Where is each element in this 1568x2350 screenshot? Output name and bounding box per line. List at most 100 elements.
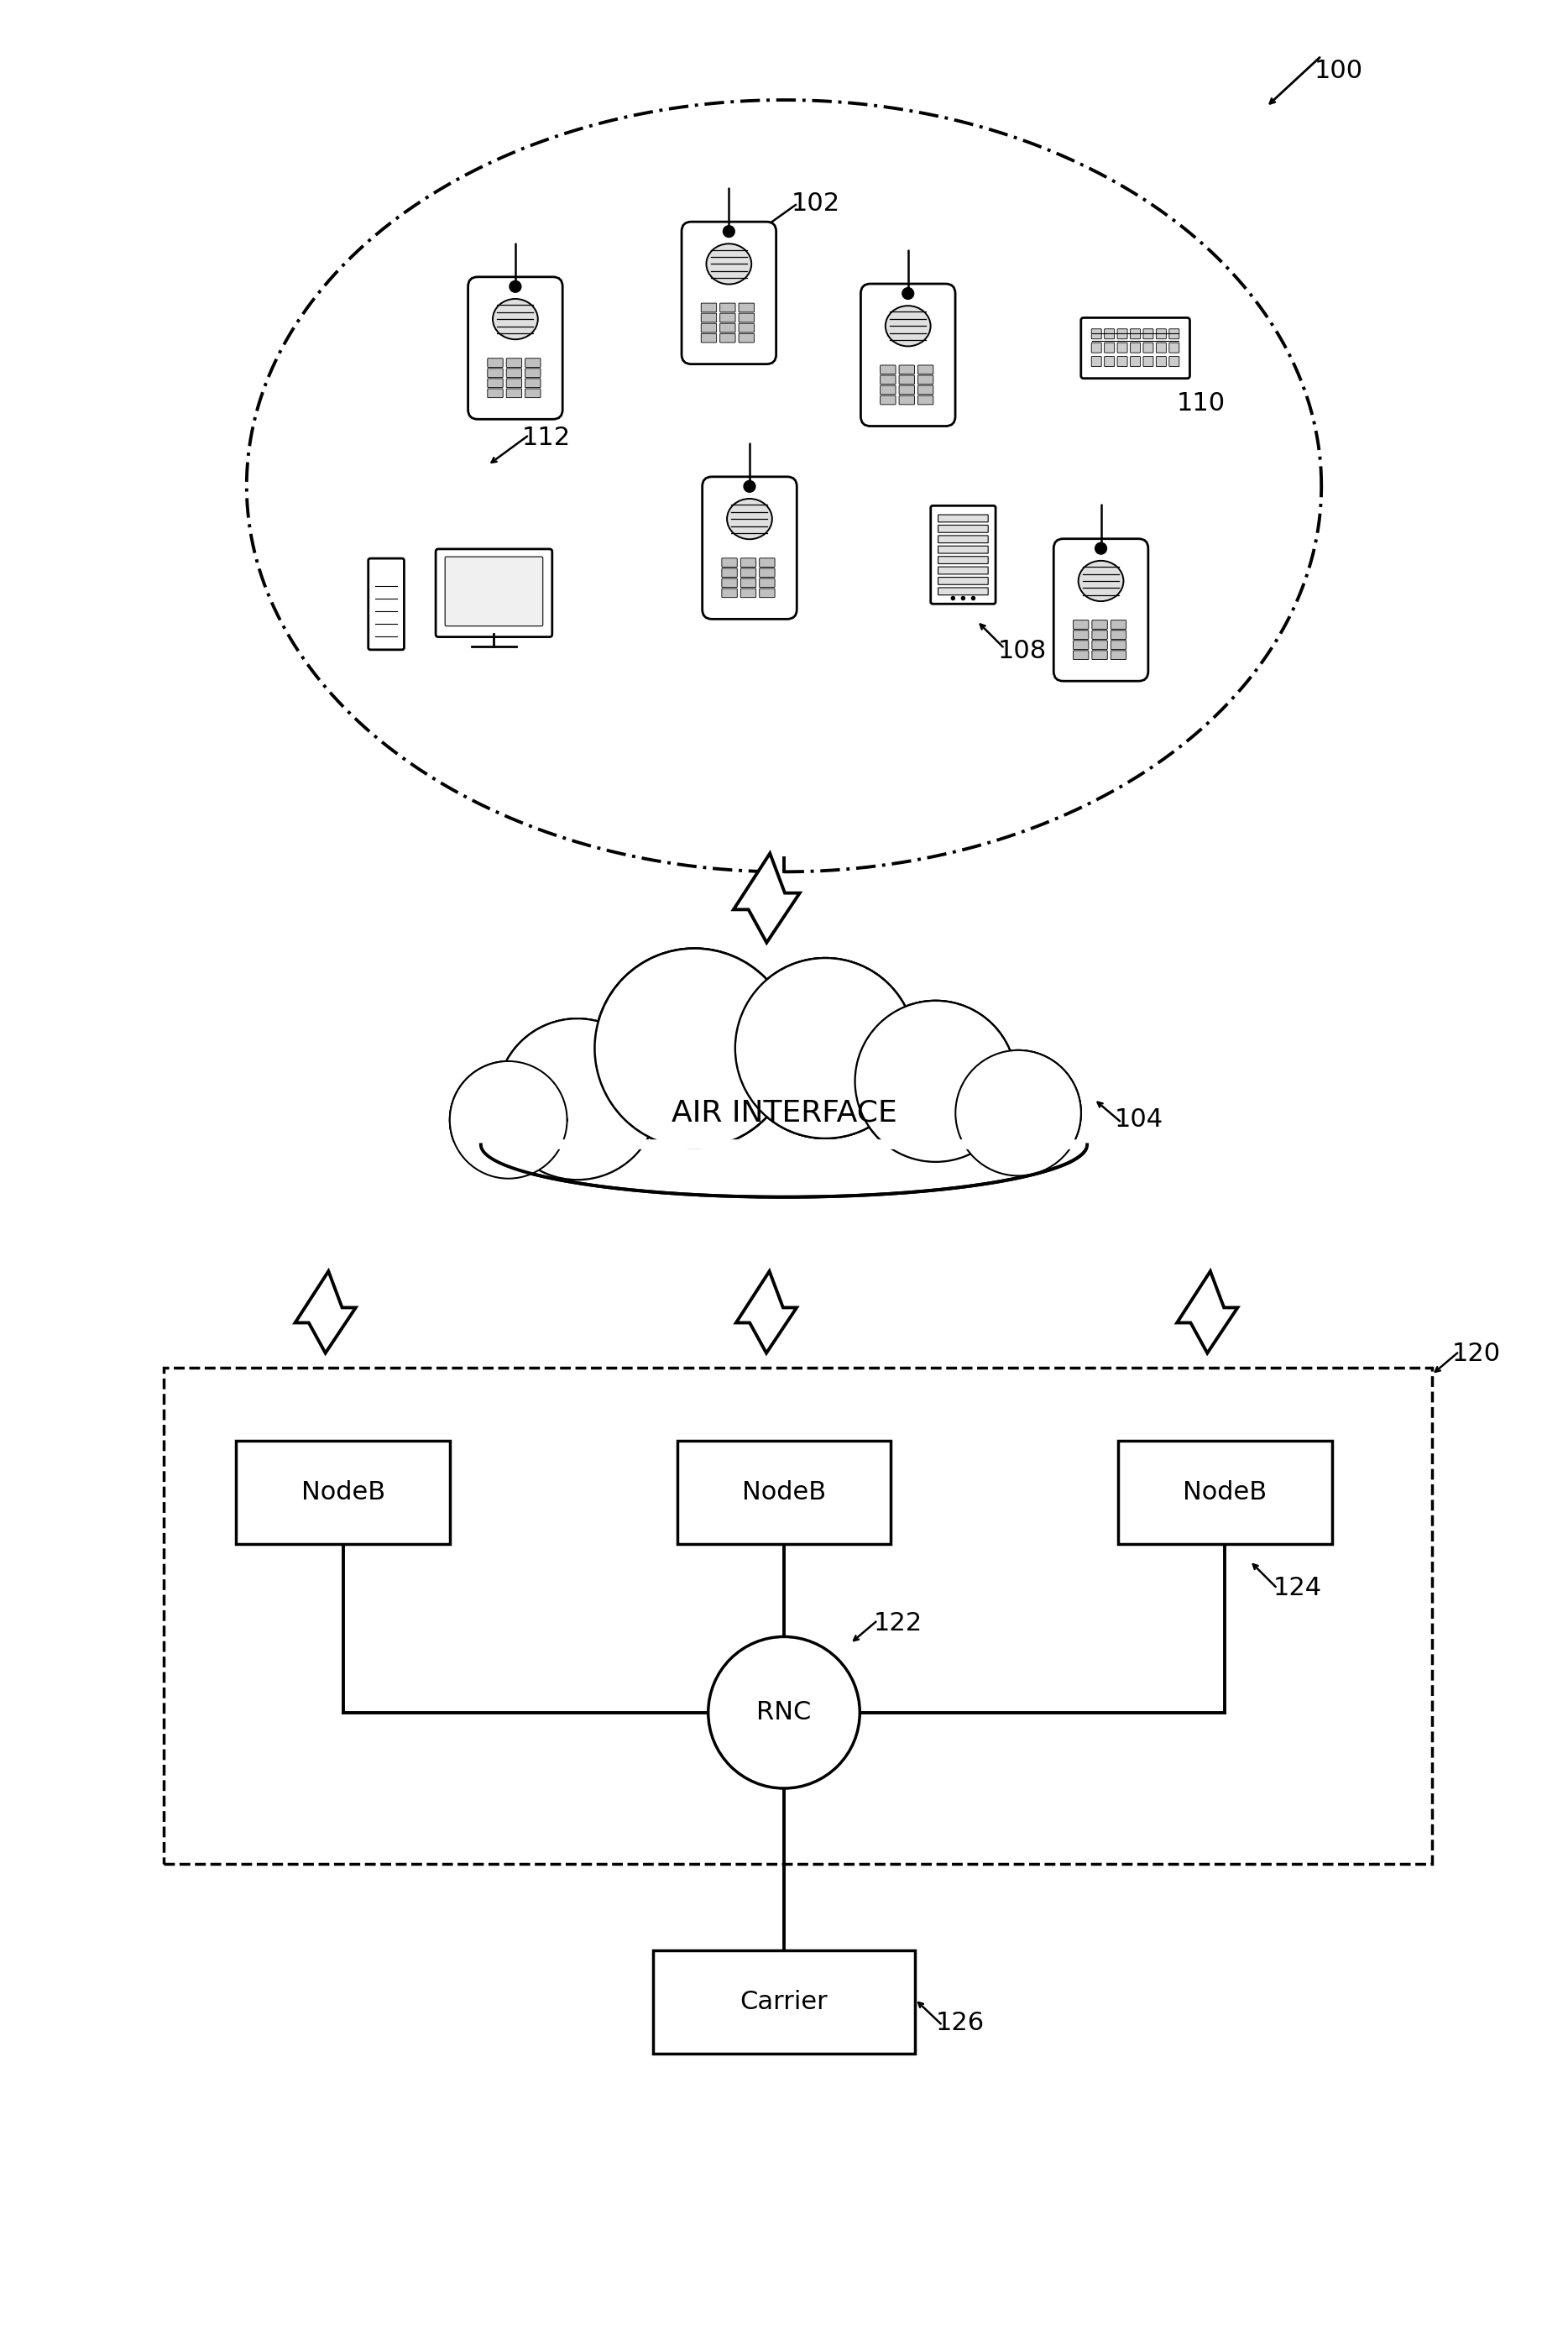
FancyBboxPatch shape bbox=[506, 357, 522, 367]
FancyBboxPatch shape bbox=[880, 364, 895, 374]
Text: NodeB: NodeB bbox=[742, 1481, 826, 1504]
FancyBboxPatch shape bbox=[938, 524, 988, 533]
Text: 104: 104 bbox=[1115, 1107, 1163, 1133]
Ellipse shape bbox=[728, 498, 771, 538]
Circle shape bbox=[510, 280, 521, 291]
FancyBboxPatch shape bbox=[1118, 343, 1127, 353]
Circle shape bbox=[1094, 543, 1107, 555]
Circle shape bbox=[856, 1001, 1016, 1161]
Bar bbox=[677, 1441, 891, 1544]
FancyBboxPatch shape bbox=[488, 388, 503, 397]
Circle shape bbox=[956, 1050, 1080, 1175]
Circle shape bbox=[452, 1062, 566, 1177]
Circle shape bbox=[972, 597, 975, 599]
Circle shape bbox=[497, 1020, 657, 1180]
FancyBboxPatch shape bbox=[938, 545, 988, 552]
FancyBboxPatch shape bbox=[1170, 343, 1179, 353]
Circle shape bbox=[737, 959, 914, 1137]
FancyBboxPatch shape bbox=[721, 559, 737, 566]
FancyBboxPatch shape bbox=[701, 324, 717, 331]
Circle shape bbox=[450, 1062, 566, 1177]
FancyBboxPatch shape bbox=[861, 284, 955, 425]
Circle shape bbox=[856, 1001, 1014, 1161]
Circle shape bbox=[450, 1062, 566, 1177]
FancyBboxPatch shape bbox=[1170, 329, 1179, 338]
FancyBboxPatch shape bbox=[1091, 357, 1101, 367]
FancyBboxPatch shape bbox=[898, 385, 914, 395]
Circle shape bbox=[956, 1050, 1080, 1175]
FancyBboxPatch shape bbox=[1091, 642, 1107, 649]
FancyBboxPatch shape bbox=[1091, 329, 1101, 338]
Bar bbox=[654, 1951, 914, 2054]
FancyBboxPatch shape bbox=[1143, 329, 1154, 338]
FancyBboxPatch shape bbox=[682, 221, 776, 364]
FancyBboxPatch shape bbox=[880, 395, 895, 404]
FancyBboxPatch shape bbox=[917, 385, 933, 395]
Circle shape bbox=[902, 287, 914, 298]
FancyBboxPatch shape bbox=[739, 324, 754, 331]
FancyBboxPatch shape bbox=[1131, 343, 1140, 353]
FancyBboxPatch shape bbox=[1131, 329, 1140, 338]
FancyBboxPatch shape bbox=[368, 559, 405, 649]
FancyBboxPatch shape bbox=[938, 566, 988, 573]
FancyBboxPatch shape bbox=[1156, 343, 1167, 353]
Circle shape bbox=[596, 949, 792, 1147]
Circle shape bbox=[735, 959, 914, 1137]
FancyBboxPatch shape bbox=[1110, 651, 1126, 660]
FancyBboxPatch shape bbox=[938, 515, 988, 522]
FancyBboxPatch shape bbox=[525, 388, 541, 397]
Circle shape bbox=[452, 1062, 566, 1177]
FancyBboxPatch shape bbox=[445, 557, 543, 625]
FancyBboxPatch shape bbox=[436, 550, 552, 637]
FancyBboxPatch shape bbox=[1156, 357, 1167, 367]
Polygon shape bbox=[735, 1271, 797, 1354]
FancyBboxPatch shape bbox=[1170, 357, 1179, 367]
FancyBboxPatch shape bbox=[1073, 651, 1088, 660]
Ellipse shape bbox=[492, 298, 538, 338]
FancyBboxPatch shape bbox=[880, 385, 895, 395]
FancyBboxPatch shape bbox=[759, 588, 775, 597]
Bar bbox=[165, 1368, 1432, 1864]
FancyBboxPatch shape bbox=[1054, 538, 1148, 682]
FancyBboxPatch shape bbox=[701, 303, 717, 313]
Bar bbox=[1118, 1441, 1331, 1544]
FancyBboxPatch shape bbox=[898, 395, 914, 404]
FancyBboxPatch shape bbox=[938, 588, 988, 595]
FancyBboxPatch shape bbox=[1080, 317, 1190, 378]
FancyBboxPatch shape bbox=[1073, 642, 1088, 649]
FancyBboxPatch shape bbox=[740, 559, 756, 566]
FancyBboxPatch shape bbox=[1104, 357, 1115, 367]
FancyBboxPatch shape bbox=[938, 536, 988, 543]
Circle shape bbox=[596, 949, 793, 1147]
Ellipse shape bbox=[886, 306, 930, 345]
FancyBboxPatch shape bbox=[488, 378, 503, 388]
FancyBboxPatch shape bbox=[720, 303, 735, 313]
FancyBboxPatch shape bbox=[1091, 343, 1101, 353]
FancyBboxPatch shape bbox=[898, 376, 914, 385]
FancyBboxPatch shape bbox=[1156, 329, 1167, 338]
Circle shape bbox=[596, 949, 793, 1147]
Circle shape bbox=[856, 1001, 1016, 1161]
FancyBboxPatch shape bbox=[720, 324, 735, 331]
Circle shape bbox=[856, 1001, 1014, 1161]
FancyBboxPatch shape bbox=[739, 313, 754, 322]
FancyBboxPatch shape bbox=[1073, 630, 1088, 639]
FancyBboxPatch shape bbox=[917, 395, 933, 404]
Text: NodeB: NodeB bbox=[301, 1481, 386, 1504]
FancyBboxPatch shape bbox=[721, 569, 737, 578]
Circle shape bbox=[497, 1020, 657, 1180]
FancyBboxPatch shape bbox=[488, 357, 503, 367]
Text: 108: 108 bbox=[997, 639, 1046, 663]
Circle shape bbox=[596, 949, 793, 1147]
Text: 110: 110 bbox=[1176, 390, 1226, 416]
FancyBboxPatch shape bbox=[1091, 620, 1107, 630]
FancyBboxPatch shape bbox=[721, 578, 737, 588]
FancyBboxPatch shape bbox=[701, 334, 717, 343]
FancyBboxPatch shape bbox=[880, 376, 895, 385]
FancyBboxPatch shape bbox=[1104, 343, 1115, 353]
FancyBboxPatch shape bbox=[1104, 329, 1115, 338]
FancyBboxPatch shape bbox=[720, 313, 735, 322]
Circle shape bbox=[709, 1636, 859, 1788]
FancyBboxPatch shape bbox=[740, 569, 756, 578]
FancyBboxPatch shape bbox=[1143, 343, 1154, 353]
